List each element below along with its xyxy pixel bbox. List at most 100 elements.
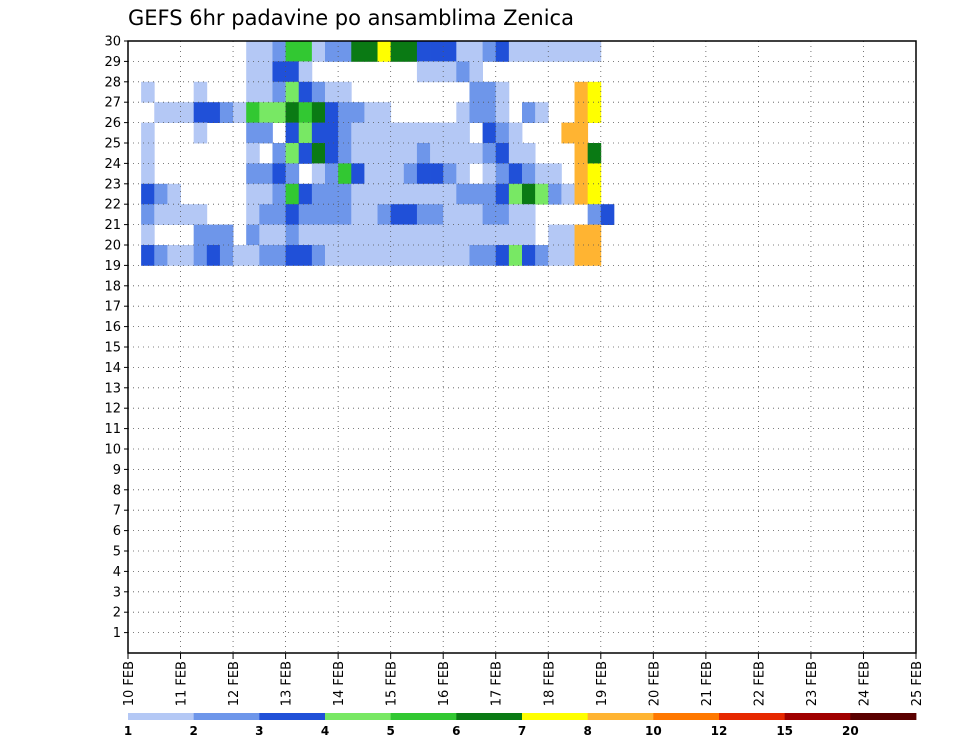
legend-swatch — [456, 713, 523, 720]
heatmap-cell — [285, 143, 300, 164]
heatmap-cell — [325, 41, 339, 62]
heatmap-cell — [443, 122, 457, 144]
heatmap-cell — [272, 143, 286, 164]
heatmap-cell — [311, 163, 326, 185]
heatmap-cell — [482, 163, 497, 185]
heatmap-cell — [522, 143, 536, 164]
heatmap-cell — [377, 41, 392, 62]
heatmap-cell — [272, 41, 286, 62]
heatmap-cell — [495, 163, 510, 185]
heatmap-cell — [259, 122, 273, 144]
heatmap-cell — [259, 245, 273, 266]
heatmap-cell — [469, 245, 483, 266]
heatmap-cell — [390, 183, 405, 205]
heatmap-cell — [508, 122, 523, 144]
heatmap-cell — [285, 81, 300, 103]
heatmap-cell — [193, 102, 208, 123]
heatmap-cell — [456, 163, 470, 185]
heatmap-cell — [167, 245, 181, 266]
heatmap-cell — [495, 81, 510, 103]
heatmap-cell — [298, 122, 313, 144]
heatmap-cell — [600, 204, 615, 225]
heatmap-cell — [351, 122, 365, 144]
heatmap-cell — [443, 163, 457, 185]
heatmap-cell — [351, 204, 365, 225]
x-tick-label: 16 FEB — [437, 661, 452, 706]
heatmap-cell — [508, 143, 523, 164]
heatmap-cell — [443, 183, 457, 205]
heatmap-cell — [141, 245, 155, 266]
x-tick-label: 12 FEB — [227, 661, 242, 706]
heatmap-cell — [167, 204, 181, 225]
heatmap-cell — [482, 122, 497, 144]
heatmap-cell — [338, 245, 352, 266]
heatmap-cell — [482, 204, 497, 225]
heatmap-cell — [456, 224, 470, 246]
x-tick-label: 20 FEB — [647, 661, 662, 706]
heatmap-cell — [416, 143, 431, 164]
legend-swatch — [259, 713, 326, 720]
heatmap-cell — [587, 245, 602, 266]
x-tick-label: 24 FEB — [857, 661, 872, 706]
heatmap-cell — [298, 41, 313, 62]
heatmap-cell — [456, 183, 470, 205]
heatmap-cell — [338, 224, 352, 246]
heatmap-cell — [548, 163, 562, 185]
y-tick-label: 24 — [104, 157, 121, 172]
y-tick-label: 2 — [113, 606, 121, 621]
heatmap-cell — [587, 224, 602, 246]
heatmap-cell — [338, 183, 352, 205]
heatmap-cell — [416, 61, 431, 83]
y-tick-label: 5 — [113, 545, 121, 560]
heatmap-cell — [430, 122, 444, 144]
y-tick-label: 4 — [113, 565, 121, 580]
heatmap-cell — [443, 245, 457, 266]
y-tick-label: 20 — [104, 239, 121, 254]
heatmap-cell — [338, 163, 352, 185]
heatmap-cell — [233, 102, 247, 123]
heatmap-cell — [416, 41, 431, 62]
heatmap-cell — [390, 143, 405, 164]
x-tick-label: 14 FEB — [332, 661, 347, 706]
heatmap-cell — [259, 41, 273, 62]
x-tick-label: 21 FEB — [700, 661, 715, 706]
heatmap-cell — [272, 81, 286, 103]
heatmap-cell — [587, 102, 602, 123]
legend-label: 10 — [645, 724, 662, 738]
heatmap-cell — [325, 81, 339, 103]
heatmap-cell — [508, 204, 523, 225]
heatmap-cell — [535, 183, 549, 205]
heatmap-cell — [587, 143, 602, 164]
heatmap-cell — [416, 204, 431, 225]
heatmap-cell — [574, 122, 589, 144]
heatmap-cell — [495, 102, 510, 123]
heatmap-cell — [351, 224, 365, 246]
heatmap-cell — [522, 224, 536, 246]
legend-swatch — [193, 713, 260, 720]
y-tick-label: 14 — [104, 361, 121, 376]
heatmap-cell — [443, 41, 457, 62]
heatmap-cell — [364, 224, 378, 246]
heatmap-cell — [364, 102, 378, 123]
heatmap-cell — [456, 122, 470, 144]
y-tick-label: 22 — [104, 198, 121, 213]
heatmap-cell — [482, 245, 497, 266]
heatmap-cell — [259, 102, 273, 123]
legend-label: 1 — [124, 724, 132, 738]
legend-label: 4 — [321, 724, 329, 738]
heatmap-cell — [469, 204, 483, 225]
heatmap-cell — [180, 102, 195, 123]
heatmap-cell — [338, 122, 352, 144]
heatmap-cell — [574, 163, 589, 185]
heatmap-cell — [272, 204, 286, 225]
y-tick-label: 8 — [113, 483, 121, 498]
heatmap-cell — [430, 204, 444, 225]
x-tick-label: 17 FEB — [490, 661, 505, 706]
heatmap-cell — [456, 245, 470, 266]
y-tick-label: 15 — [104, 341, 121, 356]
heatmap-cell — [522, 204, 536, 225]
heatmap-cell — [587, 204, 602, 225]
heatmap-cell — [561, 224, 575, 246]
heatmap-cell — [430, 61, 444, 83]
heatmap-cell — [377, 183, 392, 205]
